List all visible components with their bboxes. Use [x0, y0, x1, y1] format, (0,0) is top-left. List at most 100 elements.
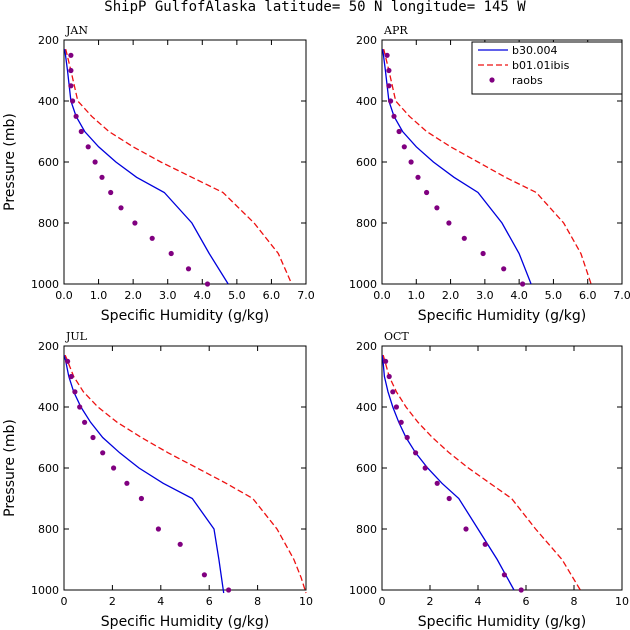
- raobs-point: [446, 495, 452, 502]
- panel-0: JAN 0.0 1.0 2.0 3.0 4.0 5.0 6.0 7.0 200 400 600 800 1…: [2, 24, 315, 324]
- x-tick-label: 10: [299, 595, 313, 608]
- y-tick-label: 800: [38, 523, 59, 536]
- raobs-point: [391, 113, 397, 119]
- panel-2: JUL 0 2 4 6 8 10 200 400 600 800 1000 Specific Humid…: [2, 330, 313, 630]
- raobs-point: [85, 144, 91, 150]
- y-tick-label: 200: [38, 340, 59, 353]
- panel-1: APR 0.0 1.0 2.0 3.0 4.0 5.0 6.0 7.0 200 400 600 800 1…: [349, 24, 630, 324]
- raobs-point: [424, 189, 430, 196]
- raobs-point: [501, 572, 507, 578]
- y-tick-label: 200: [38, 34, 59, 47]
- x-tick-label: 5.0: [228, 289, 246, 302]
- y-tick-label: 800: [356, 217, 377, 230]
- plot-frame: [63, 345, 307, 591]
- raobs-point: [82, 419, 88, 425]
- x-tick-label: 8: [254, 595, 261, 608]
- y-tick-label: 200: [356, 340, 377, 353]
- x-tick-label: 6: [206, 595, 213, 608]
- y-axis-label: Pressure (mb): [2, 113, 18, 211]
- raobs-point: [520, 281, 526, 287]
- raobs-point: [386, 373, 392, 380]
- raobs-point: [446, 220, 452, 226]
- y-tick-label: 600: [38, 156, 59, 169]
- series-line-b30: [64, 49, 229, 285]
- raobs-point: [168, 250, 174, 257]
- x-axis-label: Specific Humidity (g/kg): [101, 614, 269, 630]
- y-tick-label: 600: [38, 462, 59, 475]
- x-tick-label: 2.0: [124, 289, 142, 302]
- x-tick-label: 2: [427, 595, 434, 608]
- raobs-point: [386, 67, 392, 74]
- raobs-point: [204, 281, 211, 287]
- raobs-point: [92, 159, 98, 165]
- series-line-b30: [381, 355, 515, 591]
- raobs-point: [384, 52, 390, 58]
- raobs-point: [100, 450, 106, 456]
- raobs-point: [108, 189, 114, 196]
- plot-frame: [381, 345, 623, 591]
- figure-title: ShipP GulfofAlaska latitude= 50 N longit…: [104, 0, 526, 15]
- y-tick-label: 1000: [349, 584, 377, 597]
- x-tick-label: 2.0: [442, 289, 460, 302]
- raobs-point: [415, 174, 421, 180]
- legend-label-b01: b01.01ibis: [512, 59, 570, 72]
- raobs-point: [149, 235, 155, 241]
- x-tick-label: 6: [523, 595, 530, 608]
- raobs-point: [434, 480, 440, 486]
- raobs-point: [78, 128, 84, 135]
- y-tick-label: 1000: [31, 278, 59, 291]
- raobs-point: [463, 526, 469, 532]
- raobs-point: [404, 434, 410, 441]
- raobs-point: [111, 465, 117, 471]
- raobs-point: [132, 220, 138, 226]
- raobs-point: [386, 83, 392, 89]
- raobs-point: [518, 587, 524, 593]
- x-axis-label: Specific Humidity (g/kg): [418, 614, 586, 630]
- raobs-point: [72, 389, 78, 395]
- raobs-point: [480, 250, 486, 257]
- raobs-point: [434, 205, 440, 211]
- raobs-point: [77, 404, 83, 410]
- y-tick-label: 400: [356, 401, 377, 414]
- series-line-b01: [64, 354, 307, 594]
- x-tick-label: 0.0: [373, 289, 391, 302]
- x-tick-label: 3.0: [476, 289, 494, 302]
- raobs-point: [201, 572, 207, 578]
- raobs-point: [422, 465, 428, 471]
- raobs-point: [70, 98, 76, 104]
- raobs-point: [482, 541, 488, 547]
- raobs-point: [185, 266, 192, 272]
- x-tick-label: 4: [475, 595, 482, 608]
- raobs-point: [177, 541, 183, 547]
- x-tick-label: 5.0: [545, 289, 563, 302]
- raobs-point: [388, 98, 394, 104]
- raobs-point: [226, 587, 232, 593]
- raobs-point: [396, 128, 402, 135]
- x-tick-label: 0: [379, 595, 386, 608]
- raobs-point: [408, 159, 414, 165]
- raobs-point: [383, 358, 389, 364]
- legend-label-raobs: raobs: [512, 74, 543, 87]
- raobs-point: [90, 434, 96, 441]
- x-tick-label: 0: [61, 595, 68, 608]
- y-tick-label: 400: [38, 95, 59, 108]
- panel-title: OCT: [384, 330, 409, 343]
- x-axis-label: Specific Humidity (g/kg): [418, 308, 586, 324]
- y-tick-label: 400: [38, 401, 59, 414]
- legend: b30.004 b01.01ibis raobs: [471, 41, 623, 95]
- raobs-point: [398, 419, 404, 425]
- raobs-point: [99, 174, 105, 180]
- series-line-b01: [383, 48, 592, 285]
- x-tick-label: 0.0: [55, 289, 73, 302]
- series-line-b30: [382, 49, 532, 285]
- raobs-point: [65, 358, 71, 364]
- x-tick-label: 8: [571, 595, 578, 608]
- panel-title: JUL: [65, 330, 88, 343]
- y-tick-label: 600: [356, 462, 377, 475]
- raobs-point: [68, 373, 74, 380]
- y-tick-label: 1000: [31, 584, 59, 597]
- raobs-point: [155, 526, 161, 532]
- x-tick-label: 6.0: [263, 289, 281, 302]
- raobs-point: [390, 389, 396, 395]
